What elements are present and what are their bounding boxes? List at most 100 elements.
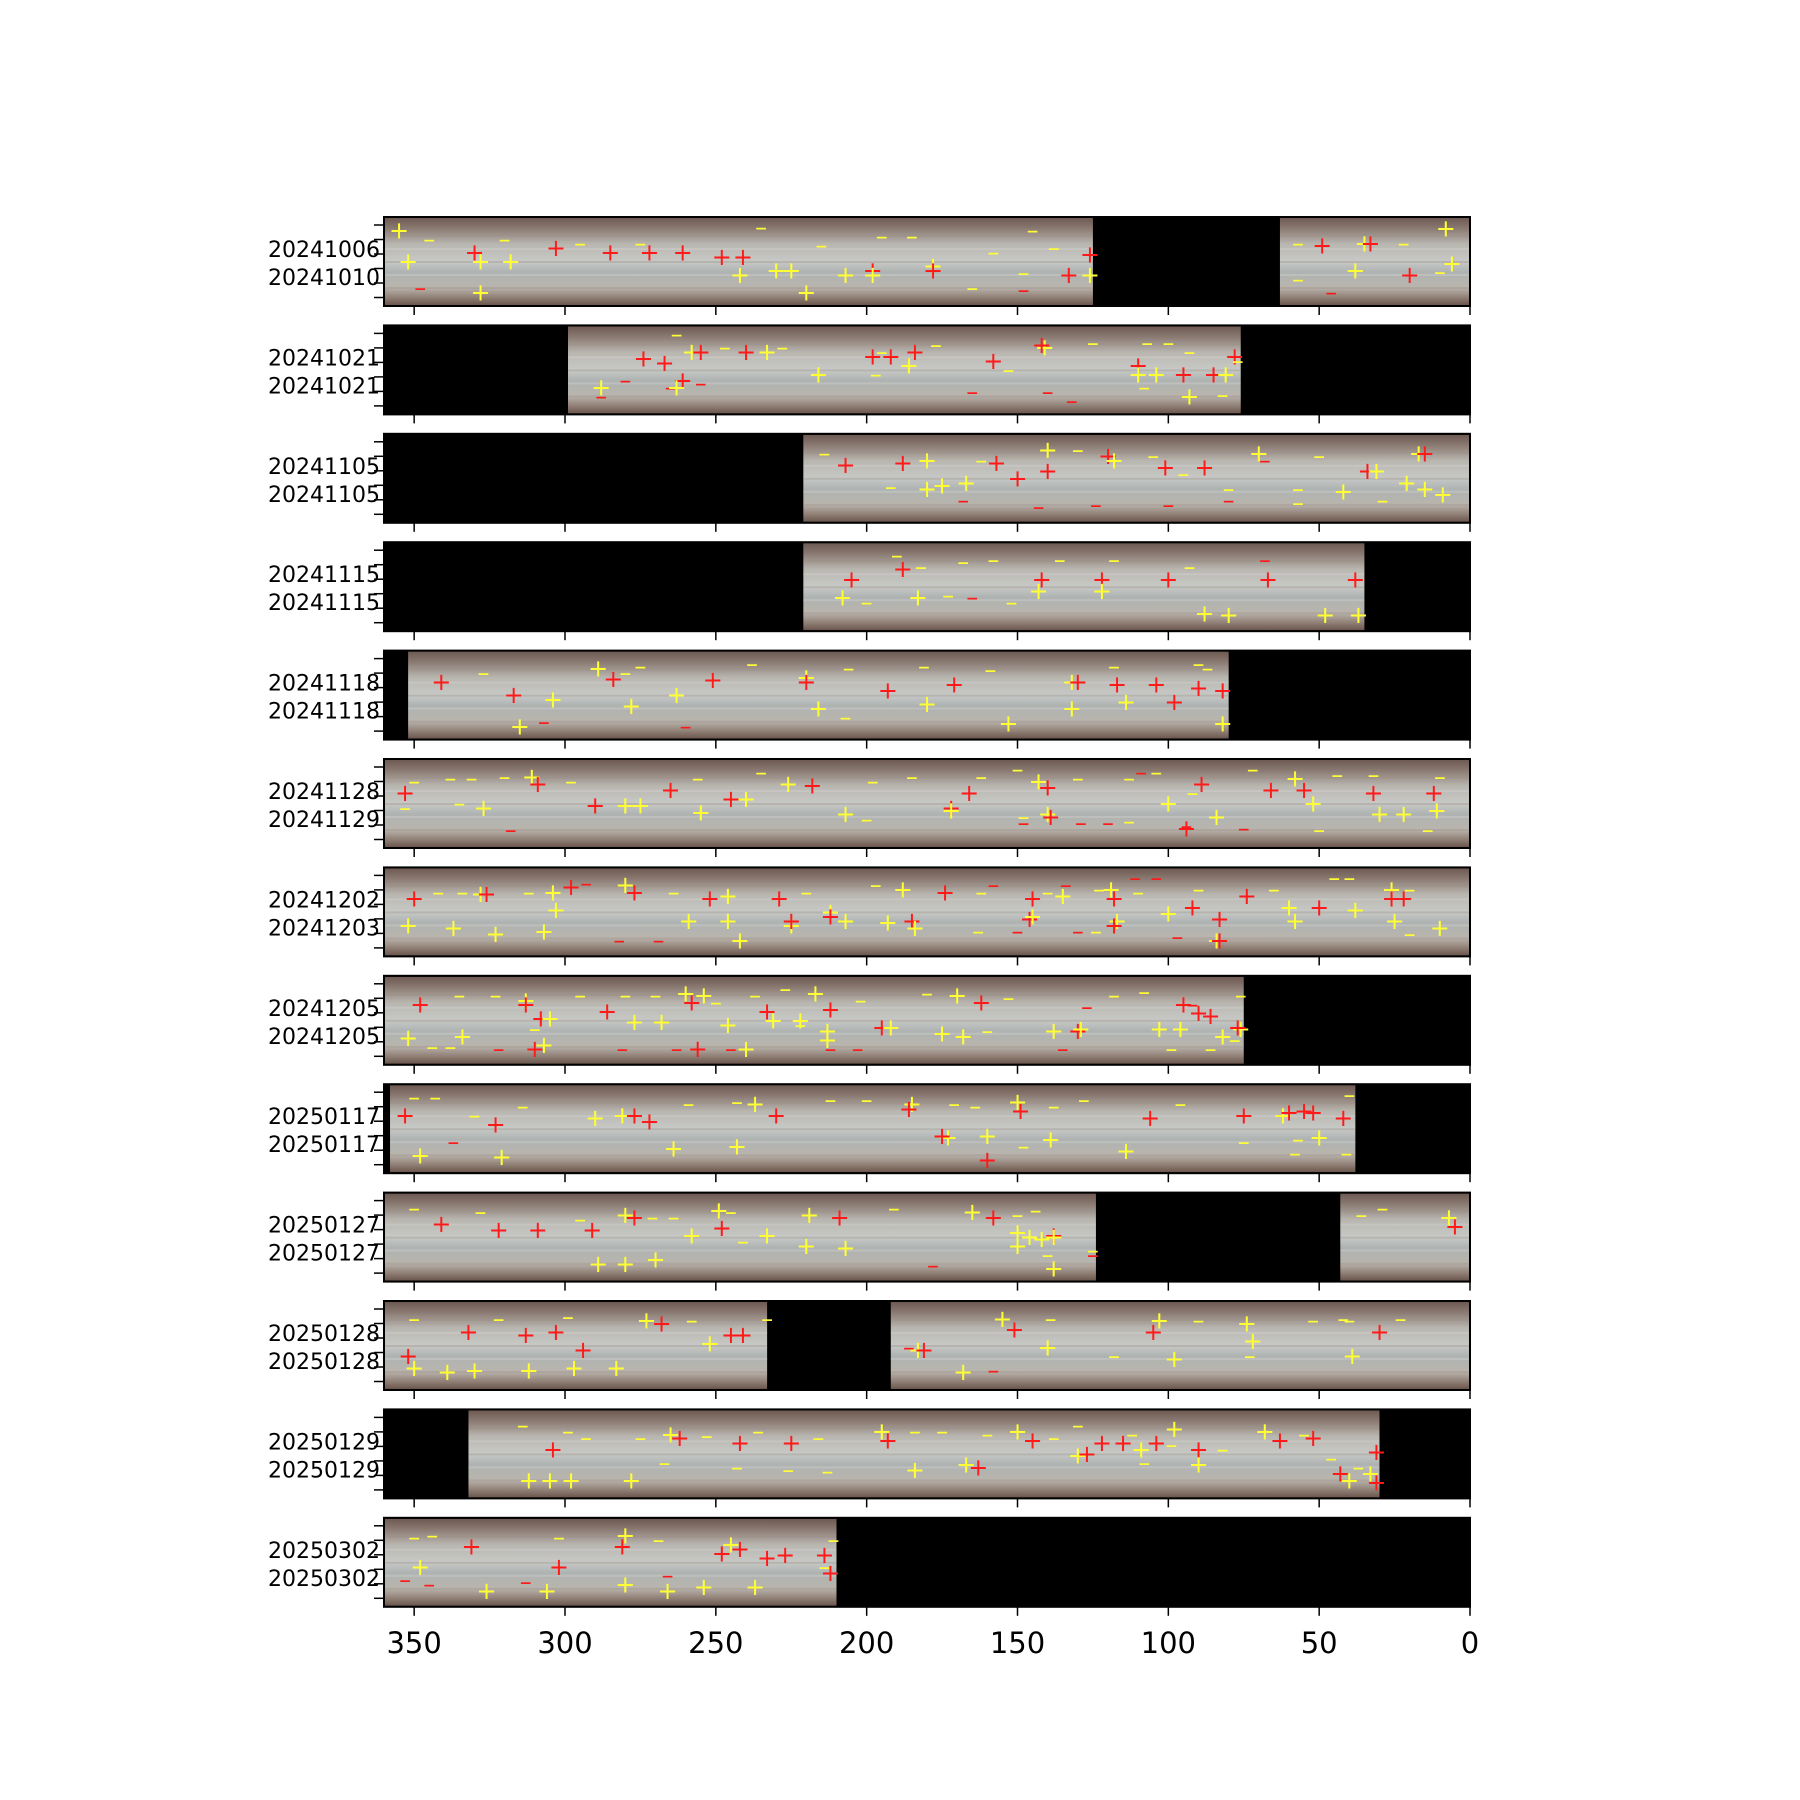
strip-streak xyxy=(384,261,1093,263)
plus-marker: + xyxy=(917,475,937,503)
minus-marker: – xyxy=(423,225,435,253)
plus-marker: + xyxy=(700,1330,720,1358)
plus-marker: + xyxy=(1053,882,1073,910)
minus-marker: – xyxy=(1012,917,1024,945)
minus-marker: – xyxy=(870,360,882,388)
plus-marker: + xyxy=(881,343,901,371)
coverage-strip xyxy=(408,651,1229,739)
strip-streak xyxy=(803,599,1365,602)
plus-marker: + xyxy=(1068,1442,1088,1470)
minus-marker: – xyxy=(478,659,490,687)
minus-marker: – xyxy=(1087,1241,1099,1269)
panel-frame xyxy=(383,1300,1471,1391)
plus-marker: + xyxy=(923,252,943,280)
row-label: 20241115 xyxy=(268,591,380,616)
plus-marker: + xyxy=(1303,1099,1323,1127)
plus-marker: + xyxy=(796,279,816,307)
minus-marker: – xyxy=(731,1453,743,1481)
plus-marker: + xyxy=(962,1198,982,1226)
minus-marker: – xyxy=(815,231,827,259)
plus-marker: + xyxy=(932,471,952,499)
minus-marker: – xyxy=(1343,864,1355,892)
minus-marker: – xyxy=(1355,1201,1367,1229)
plus-marker: + xyxy=(1068,1017,1088,1045)
minus-marker: – xyxy=(646,1204,658,1232)
minus-marker: – xyxy=(1129,864,1141,892)
minus-marker: – xyxy=(779,975,791,1003)
plus-marker: + xyxy=(694,981,714,1009)
plus-marker: + xyxy=(1149,1015,1169,1043)
plus-marker: + xyxy=(1397,469,1417,497)
plus-marker: + xyxy=(1029,767,1049,795)
minus-marker: – xyxy=(517,1411,529,1439)
strip-streak xyxy=(1340,1223,1470,1226)
plus-marker: + xyxy=(1029,577,1049,605)
strip-streak xyxy=(384,1223,1096,1226)
panel-10: –+ –+ + –+++ – – +–++ – ++ ++ +++ +––+ + – –+++++++– ––… xyxy=(268,1191,1471,1291)
coverage-strip xyxy=(803,434,1470,522)
plus-marker: + xyxy=(736,1035,756,1063)
plus-marker: + xyxy=(1007,464,1027,492)
minus-marker: – xyxy=(1343,1307,1355,1335)
minus-marker: – xyxy=(1165,1431,1177,1459)
plus-marker: + xyxy=(1439,1204,1459,1232)
plus-marker: + xyxy=(820,1559,840,1587)
minus-marker: – xyxy=(1042,378,1054,406)
panel-frame xyxy=(383,541,1471,633)
plus-marker: + xyxy=(630,791,650,819)
minus-marker: – xyxy=(692,765,704,793)
plus-marker: + xyxy=(1041,1125,1061,1153)
plus-marker: + xyxy=(1158,900,1178,928)
minus-marker: – xyxy=(595,383,607,411)
plus-marker: + xyxy=(1023,1427,1043,1455)
strip-streak xyxy=(384,1358,768,1360)
plus-marker: + xyxy=(1445,1212,1465,1240)
plus-marker: + xyxy=(546,234,566,262)
plus-marker: + xyxy=(1424,779,1444,807)
plus-marker: + xyxy=(1170,1015,1190,1043)
minus-marker: – xyxy=(580,869,592,897)
plus-marker: + xyxy=(679,907,699,935)
plus-marker: + xyxy=(1041,803,1061,831)
plus-marker: + xyxy=(1032,1225,1052,1253)
plus-marker: + xyxy=(654,349,674,377)
plus-marker: + xyxy=(1149,1307,1169,1335)
minus-marker: – xyxy=(426,1033,438,1061)
plus-marker: + xyxy=(691,798,711,826)
plus-marker: + xyxy=(470,248,490,276)
plus-marker: + xyxy=(878,909,898,937)
minus-marker: – xyxy=(1018,809,1030,837)
minus-marker: – xyxy=(493,1305,505,1333)
panel-9: +– –– +– + +++– – + +–+ + + +– – ++ – – ++ –++ + – ++–++––+… xyxy=(268,1081,1471,1183)
plus-marker: + xyxy=(534,1031,554,1059)
plus-marker: + xyxy=(639,1108,659,1136)
minus-marker: – xyxy=(408,1084,420,1112)
minus-marker: – xyxy=(562,1418,574,1446)
plus-marker: + xyxy=(736,785,756,813)
minus-marker: – xyxy=(1404,920,1416,948)
minus-marker: – xyxy=(465,765,477,793)
plus-marker: + xyxy=(730,1429,750,1457)
minus-marker: – xyxy=(776,334,788,362)
plus-marker: + xyxy=(863,256,883,284)
minus-marker: – xyxy=(1217,1435,1229,1463)
strip-streak xyxy=(408,707,1229,710)
plus-marker: + xyxy=(932,1122,952,1150)
minus-marker: – xyxy=(800,878,812,906)
minus-marker: – xyxy=(1138,374,1150,402)
plus-marker: + xyxy=(624,1008,644,1036)
minus-marker: – xyxy=(725,1035,737,1063)
strip-streak xyxy=(384,235,1093,237)
strip-streak xyxy=(568,395,1241,398)
plus-marker: + xyxy=(1249,439,1269,467)
panel-frame xyxy=(383,1408,1471,1500)
plus-marker: + xyxy=(878,677,898,705)
plus-marker: + xyxy=(461,1532,481,1560)
strip-streak xyxy=(384,1535,837,1538)
minus-marker: – xyxy=(659,1449,671,1477)
coverage-strip xyxy=(384,868,1470,956)
strip-streak xyxy=(384,777,1470,779)
panel-4: + + – – ––+–+–+ – –+ +++ – + – – – ++ + + +2024111520241… xyxy=(268,541,1471,641)
minus-marker: – xyxy=(1268,876,1280,904)
row-label: 20241021 xyxy=(268,374,380,399)
